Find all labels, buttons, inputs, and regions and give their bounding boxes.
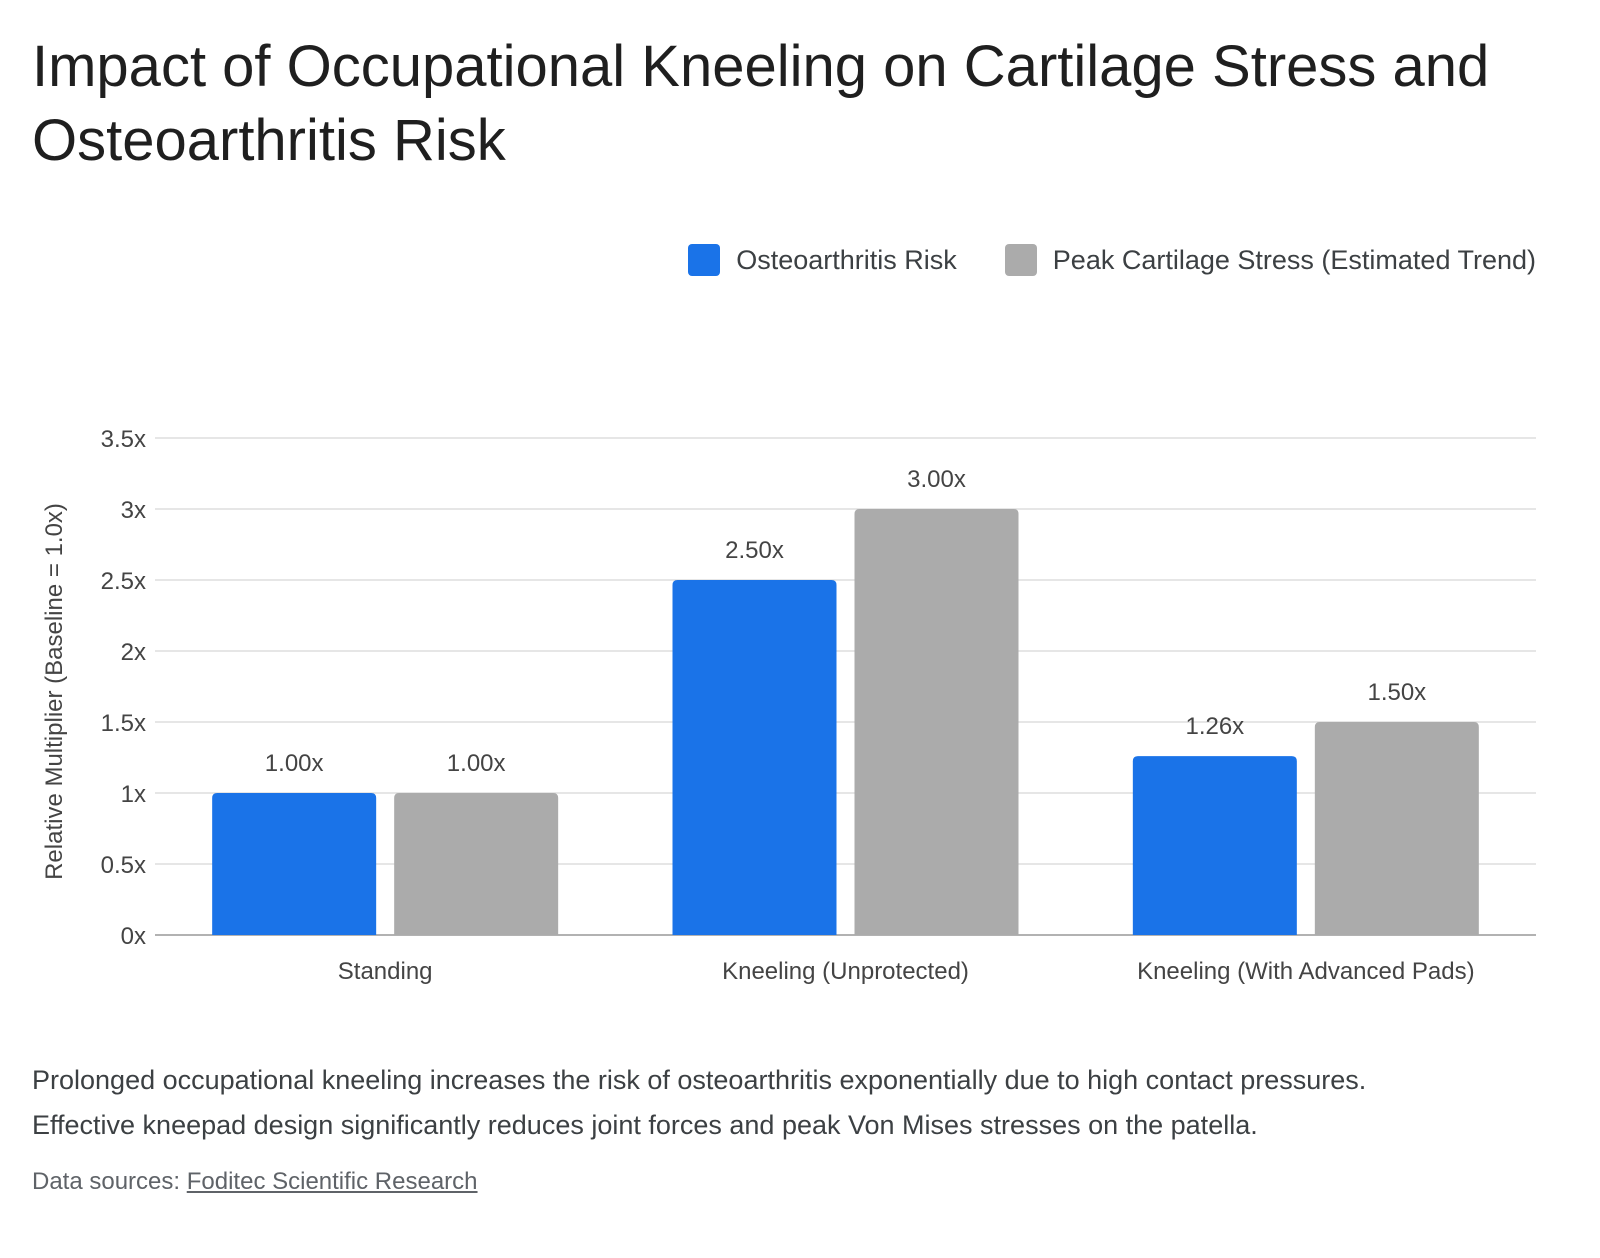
- legend-label-series1: Osteoarthritis Risk: [736, 244, 957, 275]
- legend-item-osteoarthritis-risk[interactable]: Osteoarthritis Risk: [688, 244, 957, 276]
- y-tick-label-0: 0x: [121, 923, 146, 950]
- data-label-series2-2: 1.50x: [1367, 679, 1426, 706]
- sources-link[interactable]: Foditec Scientific Research: [186, 1168, 478, 1195]
- bar-series1-0: [212, 793, 377, 935]
- y-tick-label-7: 3.5x: [101, 426, 146, 453]
- caption-line-1: Prolonged occupational kneeling increase…: [32, 1065, 1367, 1095]
- y-axis-label: Relative Multiplier (Baseline = 1.0x): [41, 503, 68, 880]
- x-tick-label-0: Standing: [338, 958, 433, 985]
- bar-series1-1: [672, 580, 837, 935]
- bar-series2-0: [394, 793, 559, 935]
- data-sources: Data sources: Foditec Scientific Researc…: [32, 1168, 478, 1196]
- bar-chart: 0x 0.5x 1x 1.5x 2x 2.5x 3x 3.5x Relative Multipl…: [41, 426, 1536, 985]
- data-label-series1-1: 2.50x: [725, 537, 784, 564]
- y-tick-label-1: 0.5x: [101, 852, 146, 879]
- bar-series2-1: [854, 509, 1019, 935]
- caption-line-2: Effective kneepad design significantly r…: [32, 1110, 1258, 1140]
- legend-swatch-series2: [1004, 244, 1037, 276]
- y-tick-label-4: 2x: [121, 639, 146, 666]
- x-tick-label-1: Kneeling (Unprotected): [722, 958, 969, 985]
- y-tick-label-3: 1.5x: [101, 710, 146, 737]
- bar-series2-2: [1314, 722, 1479, 935]
- data-label-series1-2: 1.26x: [1185, 713, 1244, 740]
- sources-label: Data sources:: [32, 1168, 187, 1195]
- x-tick-label-2: Kneeling (With Advanced Pads): [1137, 958, 1475, 985]
- y-tick-label-5: 2.5x: [101, 568, 146, 595]
- data-label-series2-0: 1.00x: [447, 750, 506, 777]
- data-label-series2-1: 3.00x: [907, 466, 966, 493]
- legend-item-peak-cartilage-stress[interactable]: Peak Cartilage Stress (Estimated Trend): [1004, 244, 1536, 276]
- legend-label-series2: Peak Cartilage Stress (Estimated Trend): [1052, 244, 1536, 275]
- chart-title: Impact of Occupational Kneeling on Carti…: [32, 34, 1490, 173]
- y-tick-label-2: 1x: [121, 781, 146, 808]
- legend-swatch-series1: [688, 244, 721, 276]
- bar-series1-2: [1132, 756, 1297, 935]
- data-label-series1-0: 1.00x: [265, 750, 324, 777]
- legend: Osteoarthritis Risk Peak Cartilage Stres…: [640, 244, 1536, 276]
- y-tick-label-6: 3x: [121, 497, 146, 524]
- chart-caption: Prolonged occupational kneeling increase…: [32, 1058, 1552, 1148]
